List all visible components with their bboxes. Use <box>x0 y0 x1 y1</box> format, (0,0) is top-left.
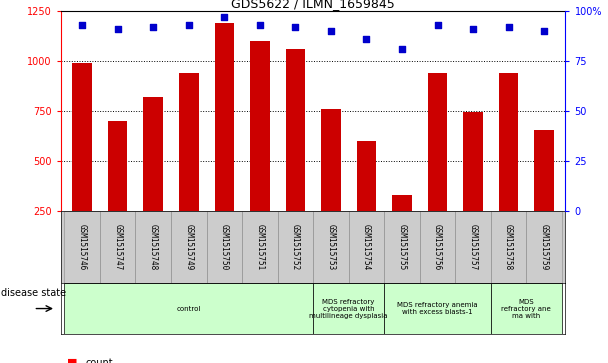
Text: GSM1515757: GSM1515757 <box>469 224 477 270</box>
Bar <box>171 211 207 283</box>
Title: GDS5622 / ILMN_1659845: GDS5622 / ILMN_1659845 <box>231 0 395 10</box>
Bar <box>242 211 278 283</box>
Bar <box>392 195 412 261</box>
Bar <box>463 112 483 261</box>
Text: GSM1515749: GSM1515749 <box>184 224 193 270</box>
Text: GSM1515750: GSM1515750 <box>219 224 229 270</box>
Bar <box>491 283 562 334</box>
Text: MDS refractory
cytopenia with
multilineage dysplasia: MDS refractory cytopenia with multilinea… <box>309 298 388 319</box>
Point <box>433 22 443 28</box>
Bar <box>357 140 376 261</box>
Bar <box>499 73 519 261</box>
Text: disease state: disease state <box>1 287 66 298</box>
Bar <box>64 283 313 334</box>
Bar <box>491 211 527 283</box>
Text: control: control <box>176 306 201 311</box>
Text: MDS refractory anemia
with excess blasts-1: MDS refractory anemia with excess blasts… <box>397 302 478 315</box>
Point <box>184 22 193 28</box>
Bar <box>278 211 313 283</box>
Point <box>539 28 549 34</box>
Text: count: count <box>85 358 112 363</box>
Point <box>113 26 123 32</box>
Bar <box>143 97 163 261</box>
Point <box>77 22 87 28</box>
Bar <box>72 63 92 261</box>
Bar <box>64 211 100 283</box>
Text: GSM1515755: GSM1515755 <box>398 224 407 270</box>
Point <box>397 46 407 52</box>
Bar <box>384 283 491 334</box>
Bar <box>108 121 128 261</box>
Bar <box>136 211 171 283</box>
Bar <box>313 283 384 334</box>
Text: ■: ■ <box>67 358 77 363</box>
Point <box>291 24 300 30</box>
Text: GSM1515746: GSM1515746 <box>78 224 86 270</box>
Text: GSM1515747: GSM1515747 <box>113 224 122 270</box>
Point <box>362 36 371 42</box>
Point <box>219 14 229 20</box>
Bar <box>179 73 198 261</box>
Point <box>255 22 264 28</box>
Text: GSM1515759: GSM1515759 <box>540 224 548 270</box>
Bar <box>527 211 562 283</box>
Point <box>148 24 158 30</box>
Text: GSM1515758: GSM1515758 <box>504 224 513 270</box>
Text: GSM1515748: GSM1515748 <box>149 224 157 270</box>
Bar <box>428 73 447 261</box>
Text: GSM1515751: GSM1515751 <box>255 224 264 270</box>
Bar <box>420 211 455 283</box>
Bar <box>534 130 554 261</box>
Bar <box>207 211 242 283</box>
Bar <box>348 211 384 283</box>
Text: GSM1515752: GSM1515752 <box>291 224 300 270</box>
Point <box>326 28 336 34</box>
Point <box>503 24 513 30</box>
Bar <box>384 211 420 283</box>
Bar <box>286 49 305 261</box>
Bar <box>313 211 348 283</box>
Text: MDS
refractory ane
ma with: MDS refractory ane ma with <box>502 298 551 319</box>
Bar <box>321 109 340 261</box>
Bar <box>250 41 269 261</box>
Bar <box>215 23 234 261</box>
Text: GSM1515753: GSM1515753 <box>326 224 336 270</box>
Text: GSM1515756: GSM1515756 <box>433 224 442 270</box>
Point <box>468 26 478 32</box>
Bar <box>455 211 491 283</box>
Text: GSM1515754: GSM1515754 <box>362 224 371 270</box>
Bar <box>100 211 136 283</box>
